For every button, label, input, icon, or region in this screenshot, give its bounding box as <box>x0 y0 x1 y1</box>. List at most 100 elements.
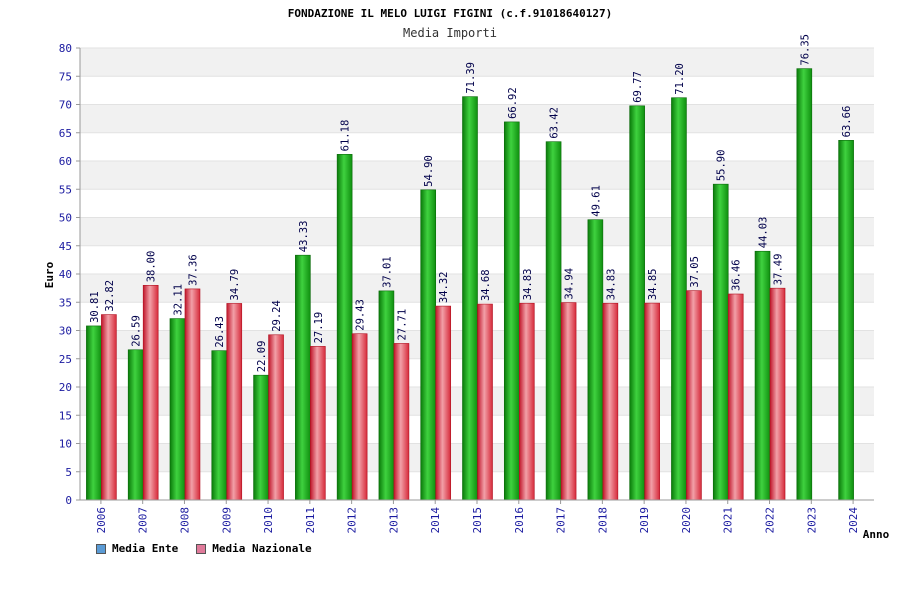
bar-media-nazionale <box>560 302 577 501</box>
y-tick-label: 25 <box>59 353 72 366</box>
bar-value-label: 37.36 <box>187 254 199 286</box>
bar-media-nazionale <box>226 303 243 501</box>
chart-title: FONDAZIONE IL MELO LUIGI FIGINI (c.f.910… <box>288 7 613 20</box>
bar-media-ente <box>378 290 395 501</box>
bar-value-label: 30.81 <box>89 291 101 323</box>
x-tick-label: 2008 <box>178 507 191 534</box>
bar-value-label: 38.00 <box>146 251 158 283</box>
bar-value-label: 29.43 <box>355 299 367 331</box>
legend-swatch-media-ente <box>96 543 106 554</box>
bar-value-label: 55.90 <box>716 150 728 182</box>
x-axis-ticks: 2006 2007 2008 2009 2010 2011 2012 2013 2014 2015… <box>95 500 860 534</box>
chart-subtitle: Media Importi <box>403 26 497 40</box>
bar-value-label: 69.77 <box>632 71 644 103</box>
bar-media-nazionale <box>310 346 326 501</box>
y-tick-label: 5 <box>65 466 72 479</box>
x-tick-label: 2009 <box>220 507 233 534</box>
x-tick-label: 2011 <box>304 507 317 534</box>
bar-value-label: 34.83 <box>605 269 617 301</box>
grid-band <box>80 48 874 77</box>
y-tick-label: 30 <box>59 325 72 338</box>
bar-value-label: 37.01 <box>381 256 393 288</box>
y-tick-label: 80 <box>59 42 72 55</box>
bar-media-nazionale <box>477 303 493 501</box>
x-tick-label: 2023 <box>805 507 818 534</box>
y-tick-label: 45 <box>59 240 72 253</box>
x-tick-label: 2015 <box>471 507 484 534</box>
y-axis-ticks: 0 5 10 15 20 25 30 35 40 45 50 55 60 65 70 75 80 <box>59 42 80 507</box>
y-tick-label: 75 <box>59 70 72 83</box>
x-tick-label: 2018 <box>596 507 609 534</box>
bar-media-ente <box>86 325 102 501</box>
bar-media-ente <box>253 374 269 501</box>
x-tick-label: 2022 <box>764 507 777 534</box>
bar-media-ente <box>462 96 478 501</box>
bar-media-ente <box>127 349 144 501</box>
y-tick-label: 0 <box>65 494 72 507</box>
bar-value-label: 71.39 <box>465 62 477 94</box>
bar-media-nazionale <box>351 333 368 501</box>
bar-media-ente <box>420 189 437 501</box>
bar-media-ente <box>754 250 771 501</box>
bar-value-label: 34.83 <box>522 269 534 301</box>
bar-value-label: 37.49 <box>773 254 785 286</box>
bar-value-label: 32.82 <box>104 280 116 312</box>
bar-value-label: 76.35 <box>799 34 811 66</box>
bar-value-label: 34.68 <box>480 269 492 301</box>
x-tick-label: 2010 <box>262 507 275 534</box>
bar-value-label: 54.90 <box>423 155 435 187</box>
bar-value-label: 44.03 <box>758 217 770 249</box>
bar-media-ente <box>169 318 186 501</box>
bar-media-nazionale <box>184 288 201 501</box>
bar-media-ente <box>336 154 353 501</box>
bar-media-nazionale <box>101 314 117 501</box>
bar-value-label: 26.43 <box>214 316 226 348</box>
x-tick-label: 2014 <box>429 507 442 534</box>
x-tick-label: 2012 <box>346 507 359 534</box>
legend-label-media-nazionale: Media Nazionale <box>212 542 312 555</box>
bar-media-nazionale <box>727 293 744 501</box>
bar-value-label: 43.33 <box>298 221 310 253</box>
bar-value-label: 27.71 <box>396 309 408 341</box>
bar-media-nazionale <box>435 305 452 501</box>
bar-media-nazionale <box>393 343 410 501</box>
x-tick-label: 2017 <box>555 507 568 534</box>
bar-media-ente <box>796 68 813 501</box>
bar-media-ente <box>629 105 645 501</box>
bar-value-label: 34.85 <box>647 268 659 300</box>
bar-value-label: 36.46 <box>731 259 743 291</box>
bar-media-ente <box>838 140 854 501</box>
y-tick-label: 10 <box>59 438 72 451</box>
x-tick-label: 2020 <box>680 507 693 534</box>
bar-value-label: 27.19 <box>313 312 325 344</box>
bar-media-nazionale <box>769 287 786 501</box>
bar-value-label: 26.59 <box>131 315 143 347</box>
y-tick-label: 70 <box>59 99 72 112</box>
bar-media-ente <box>587 219 604 501</box>
bar-value-label: 32.11 <box>172 284 184 316</box>
bar-media-nazionale <box>142 284 159 501</box>
y-tick-label: 15 <box>59 409 72 422</box>
bar-media-ente <box>295 254 311 501</box>
bar-value-label: 29.24 <box>271 300 283 332</box>
x-tick-label: 2006 <box>95 507 108 534</box>
bar-value-label: 66.92 <box>507 87 519 119</box>
x-tick-label: 2019 <box>638 507 651 534</box>
x-axis-label: Anno <box>863 528 890 541</box>
y-tick-label: 40 <box>59 268 72 281</box>
bar-value-label: 34.32 <box>438 271 450 303</box>
y-tick-label: 65 <box>59 127 72 140</box>
bar-media-nazionale <box>518 302 535 501</box>
bar-value-label: 63.66 <box>841 106 853 138</box>
bar-media-ente <box>545 141 562 501</box>
y-tick-label: 20 <box>59 381 72 394</box>
x-tick-label: 2024 <box>847 507 860 534</box>
bar-media-ente <box>503 121 520 501</box>
bar-media-ente <box>671 97 687 501</box>
x-tick-label: 2007 <box>137 507 150 534</box>
x-tick-label: 2016 <box>513 507 526 534</box>
legend-item-media-nazionale: Media Nazionale <box>196 542 312 555</box>
x-tick-label: 2021 <box>722 507 735 534</box>
y-tick-label: 35 <box>59 296 72 309</box>
bar-value-label: 34.79 <box>229 269 241 301</box>
